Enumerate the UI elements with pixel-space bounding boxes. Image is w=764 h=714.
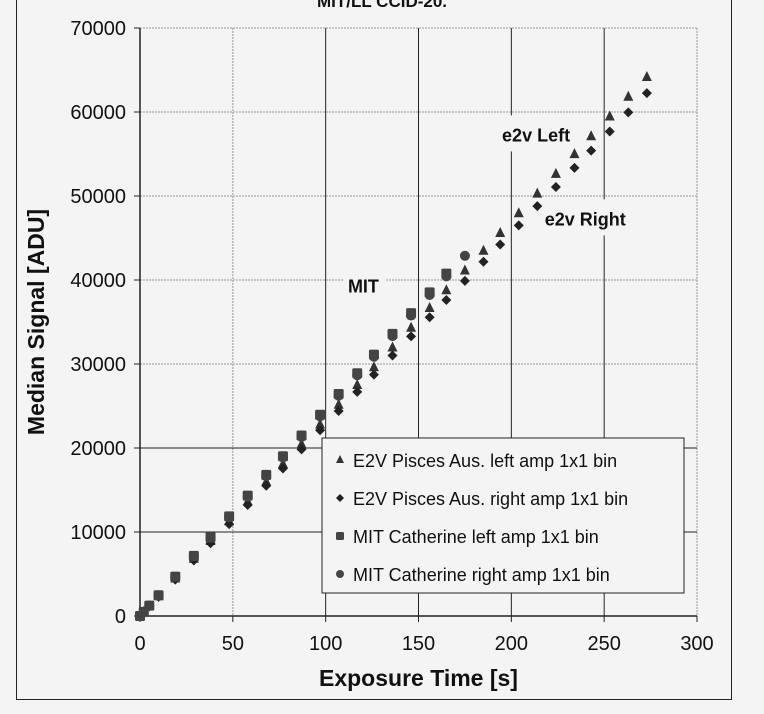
y-tick-label: 20000 (70, 438, 126, 460)
annotation-bg (343, 266, 385, 303)
legend-marker-diamond (336, 494, 344, 502)
data-point-triangle (424, 302, 435, 313)
data-point-circle (153, 590, 164, 601)
data-point-triangle (478, 244, 489, 255)
data-point-diamond (569, 162, 580, 173)
data-point-circle (315, 411, 326, 422)
data-point-circle (424, 289, 435, 300)
data-point-diamond (333, 406, 344, 417)
y-tick-label: 60000 (70, 102, 126, 124)
data-point-triangle (641, 71, 652, 82)
data-point-circle (368, 351, 379, 362)
data-point-diamond (441, 294, 452, 305)
data-point-diamond (368, 369, 379, 380)
data-point-diamond (604, 126, 615, 137)
data-point-triangle (387, 341, 398, 352)
data-point-diamond (495, 239, 506, 250)
data-point-triangle (352, 379, 363, 389)
y-tick-label: 0 (115, 606, 126, 628)
data-point-circle (188, 551, 199, 562)
data-point-diamond (424, 312, 435, 323)
annotation-bg (540, 199, 648, 236)
data-point-triangle (513, 207, 524, 218)
chart-frame (16, 0, 732, 700)
legend-label: E2V Pisces Aus. left amp 1x1 bin (353, 451, 617, 471)
data-point-circle (352, 370, 363, 381)
x-tick-label: 150 (402, 633, 435, 655)
data-point-circle (333, 390, 344, 401)
legend-marker-circle (336, 570, 344, 578)
x-tick-label: 0 (134, 633, 145, 655)
data-point-triangle (586, 130, 597, 141)
data-point-circle (406, 310, 417, 321)
data-point-triangle (333, 398, 344, 409)
data-point-circle (277, 452, 288, 463)
data-point-diamond (513, 220, 524, 231)
data-point-triangle (368, 361, 379, 372)
chart-title: MIT/LL CCID-20. (316, 0, 448, 11)
data-point-diamond (586, 145, 597, 156)
data-point-diamond (459, 275, 470, 286)
annotation-label: e2v Right (545, 209, 626, 229)
y-tick-label: 30000 (70, 354, 126, 376)
data-point-diamond (387, 350, 398, 361)
data-point-diamond (641, 88, 652, 99)
legend-label: E2V Pisces Aus. right amp 1x1 bin (353, 489, 628, 509)
data-point-diamond (261, 480, 272, 491)
data-point-diamond (296, 444, 307, 455)
data-point-circle (459, 250, 470, 261)
data-point-diamond (224, 519, 235, 530)
data-point-diamond (478, 256, 489, 267)
data-point-triangle (296, 438, 307, 449)
legend-label: MIT Catherine right amp 1x1 bin (353, 565, 610, 585)
legend-marker-square (336, 532, 344, 540)
legend (321, 437, 685, 594)
legend-label: MIT Catherine left amp 1x1 bin (353, 527, 599, 547)
data-point-diamond (242, 499, 253, 510)
data-point-diamond (315, 425, 326, 436)
y-tick-label: 50000 (70, 186, 126, 208)
data-point-circle (261, 471, 272, 482)
data-point-triangle (459, 264, 470, 275)
data-point-circle (224, 512, 235, 523)
annotation-label: e2v Left (502, 125, 570, 145)
x-tick-label: 300 (680, 633, 713, 655)
data-point-circle (144, 600, 155, 611)
data-point-triangle (495, 227, 506, 238)
data-point-circle (387, 331, 398, 342)
y-axis-label: Median Signal [ADU] (23, 209, 49, 435)
x-tick-label: 50 (222, 633, 244, 655)
legend-marker-triangle (336, 455, 344, 463)
x-tick-label: 100 (309, 633, 342, 655)
data-point-circle (170, 571, 181, 582)
data-point-triangle (406, 321, 417, 332)
data-point-circle (441, 271, 452, 282)
y-tick-label: 70000 (70, 18, 126, 40)
data-point-circle (205, 532, 216, 543)
x-tick-label: 250 (587, 633, 620, 655)
x-axis-label: Exposure Time [s] (319, 665, 518, 691)
data-point-diamond (550, 182, 561, 193)
data-point-triangle (569, 148, 580, 159)
data-point-diamond (277, 463, 288, 474)
data-point-diamond (352, 386, 363, 397)
data-point-triangle (441, 284, 452, 295)
data-point-circle (296, 431, 307, 442)
y-tick-label: 10000 (70, 522, 126, 544)
data-point-triangle (277, 457, 288, 468)
x-tick-label: 200 (495, 633, 528, 655)
data-point-triangle (623, 90, 634, 101)
data-point-triangle (315, 418, 326, 429)
data-point-triangle (532, 187, 543, 198)
data-point-diamond (406, 331, 417, 342)
data-point-diamond (623, 107, 634, 118)
data-point-triangle (550, 167, 561, 178)
y-tick-label: 40000 (70, 270, 126, 292)
data-point-triangle (604, 110, 615, 121)
data-point-circle (242, 491, 253, 502)
annotation-bg (498, 115, 595, 152)
data-point-diamond (532, 201, 543, 212)
annotation-label: MIT (348, 277, 379, 297)
